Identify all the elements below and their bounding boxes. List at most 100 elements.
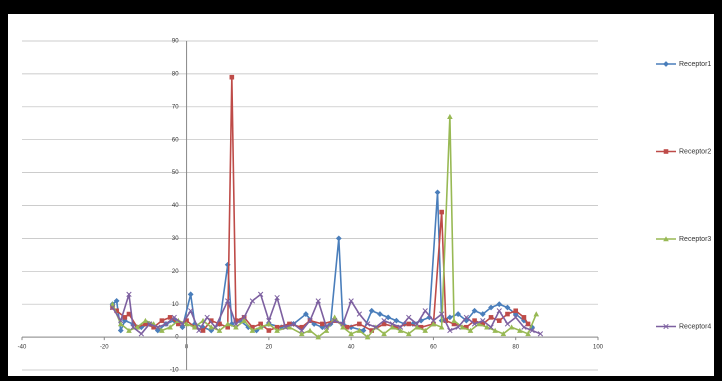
data-point <box>389 324 396 330</box>
data-point <box>249 327 256 333</box>
data-point <box>290 321 297 327</box>
data-point <box>508 324 515 330</box>
data-point <box>492 327 498 333</box>
data-point <box>479 311 486 317</box>
data-point <box>480 317 486 324</box>
data-point <box>471 307 478 314</box>
data-point <box>257 291 264 297</box>
data-point <box>307 317 313 324</box>
data-point <box>496 318 502 323</box>
data-point <box>224 321 231 327</box>
x-tick-label: -40 <box>18 345 27 351</box>
data-point <box>525 321 531 327</box>
data-point <box>142 317 149 323</box>
data-point <box>335 235 342 242</box>
data-point <box>192 324 198 330</box>
data-point <box>397 324 404 330</box>
data-point <box>397 327 404 333</box>
data-point <box>274 327 280 333</box>
data-point <box>488 304 494 311</box>
data-point <box>155 324 161 330</box>
x-tick-label: 100 <box>593 345 604 351</box>
data-point <box>513 314 519 321</box>
data-point <box>447 113 453 119</box>
y-tick-label: 10 <box>172 302 179 308</box>
data-point <box>422 327 428 333</box>
data-point <box>504 304 511 311</box>
data-point <box>299 327 305 334</box>
data-point <box>212 324 219 330</box>
data-point <box>241 317 247 323</box>
data-point <box>348 298 354 304</box>
data-point <box>146 321 153 327</box>
data-point <box>282 324 288 330</box>
data-point <box>196 327 202 334</box>
y-tick-label: 80 <box>172 71 179 77</box>
data-point <box>208 324 215 330</box>
data-point <box>266 328 272 333</box>
legend-label: Receptor4 <box>679 323 711 330</box>
data-point <box>208 318 214 323</box>
x-tick-label: 80 <box>512 345 519 351</box>
data-point <box>241 314 247 321</box>
data-point <box>521 324 527 330</box>
y-tick-label: 60 <box>172 137 179 143</box>
data-point <box>513 308 519 314</box>
legend-marker <box>663 236 669 242</box>
data-point <box>113 298 120 304</box>
y-tick-label: 70 <box>172 104 179 110</box>
data-point <box>233 321 239 327</box>
data-point <box>464 324 469 330</box>
data-point <box>434 189 441 196</box>
data-point <box>228 321 235 327</box>
data-point <box>438 324 445 330</box>
data-point <box>109 304 116 311</box>
y-tick-label: 40 <box>172 203 179 209</box>
y-tick-label: 0 <box>175 335 179 341</box>
data-point <box>439 209 444 215</box>
legend-marker <box>663 149 669 154</box>
data-point <box>117 327 124 334</box>
data-point <box>216 327 223 333</box>
data-point <box>446 314 453 321</box>
data-point <box>426 314 433 321</box>
data-point <box>377 311 383 317</box>
data-point <box>233 324 239 330</box>
data-point <box>187 291 194 298</box>
data-point <box>200 328 206 333</box>
legend-marker <box>663 323 669 330</box>
data-point <box>381 321 387 327</box>
y-tick-label: 20 <box>172 269 179 275</box>
data-point <box>364 321 371 327</box>
data-point <box>138 331 144 337</box>
data-point <box>451 321 457 327</box>
data-point <box>369 328 375 333</box>
data-point <box>302 311 309 317</box>
data-point <box>176 321 181 327</box>
data-point <box>315 334 322 340</box>
data-point <box>406 314 412 321</box>
data-point <box>356 327 363 333</box>
data-point <box>500 331 507 337</box>
data-point <box>451 317 457 323</box>
data-point <box>167 315 173 320</box>
data-point <box>184 318 189 323</box>
data-point <box>463 314 469 321</box>
data-point <box>517 327 523 333</box>
data-point <box>472 318 477 323</box>
data-point <box>126 311 132 317</box>
data-point <box>332 317 338 324</box>
data-point <box>274 294 280 301</box>
data-point <box>134 324 140 330</box>
data-point <box>480 321 486 327</box>
x-tick-label: 40 <box>348 345 355 351</box>
data-point <box>484 324 490 330</box>
data-point <box>204 314 210 321</box>
data-point <box>179 321 186 327</box>
data-point <box>249 298 256 304</box>
data-point <box>340 324 346 330</box>
data-point <box>225 298 231 304</box>
data-point <box>537 331 544 337</box>
